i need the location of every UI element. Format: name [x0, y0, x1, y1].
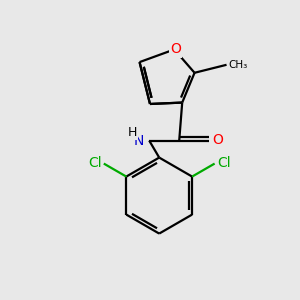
Text: O: O [212, 133, 223, 147]
Text: Cl: Cl [217, 156, 230, 170]
Text: CH₃: CH₃ [229, 60, 248, 70]
Text: N: N [134, 134, 144, 148]
Text: H: H [128, 126, 137, 139]
Text: Cl: Cl [88, 156, 102, 170]
Text: O: O [170, 43, 181, 56]
